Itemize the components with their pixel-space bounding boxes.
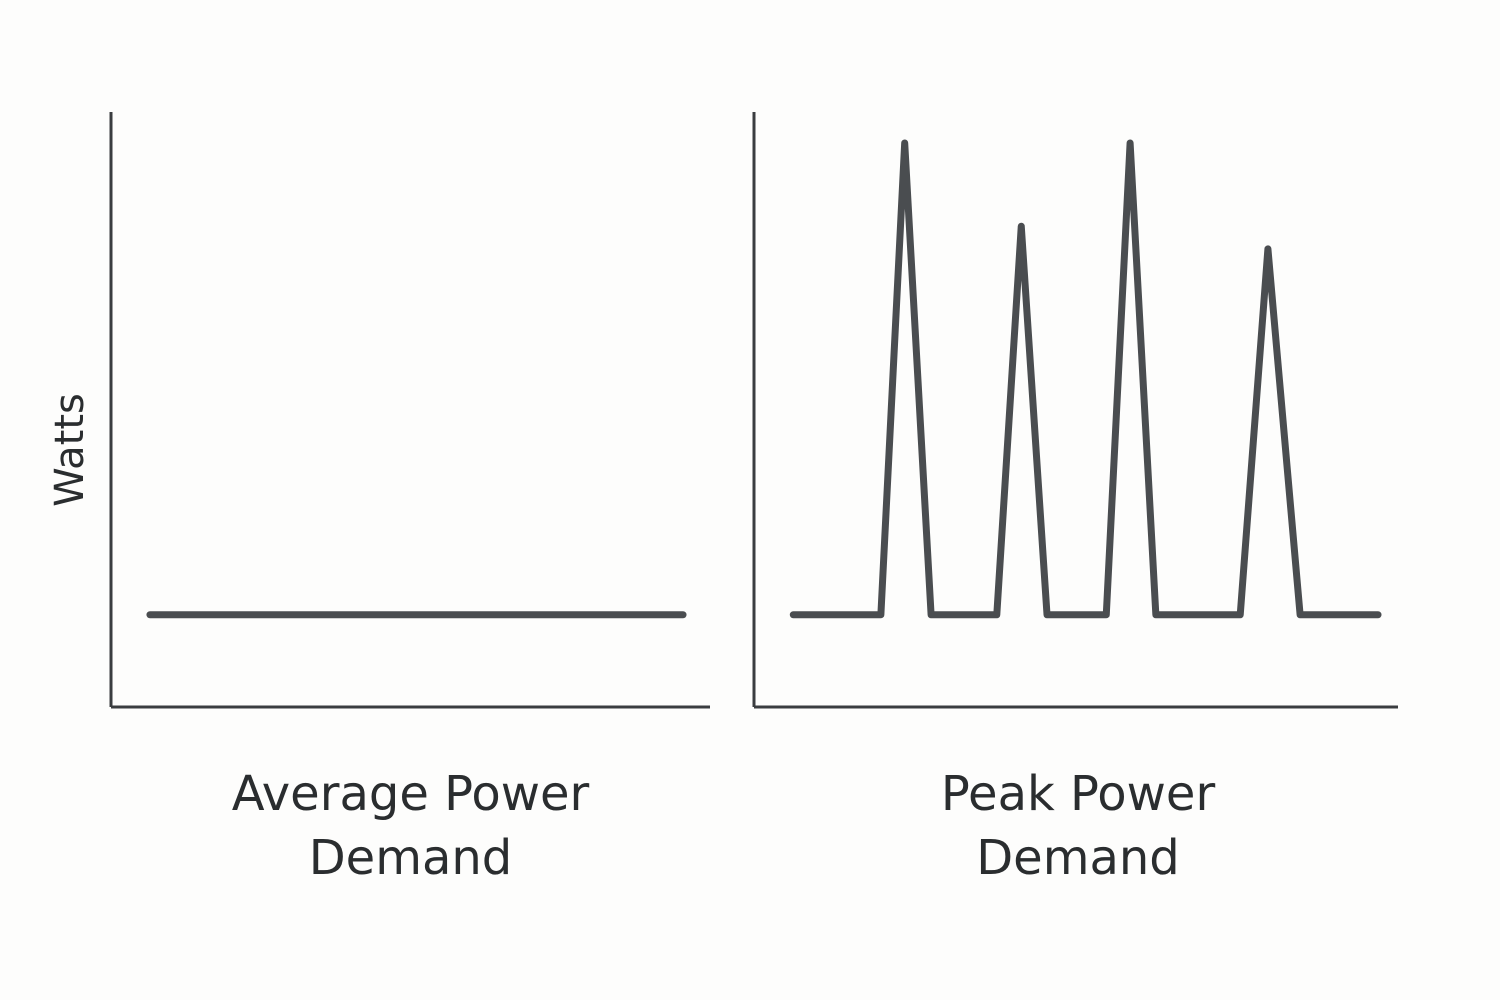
x-axis-label: Average Power Demand	[231, 766, 590, 886]
data-line	[789, 139, 1382, 619]
x-axis-label: Peak Power Demand	[940, 766, 1216, 886]
y-axis-label: Watts	[46, 393, 93, 507]
